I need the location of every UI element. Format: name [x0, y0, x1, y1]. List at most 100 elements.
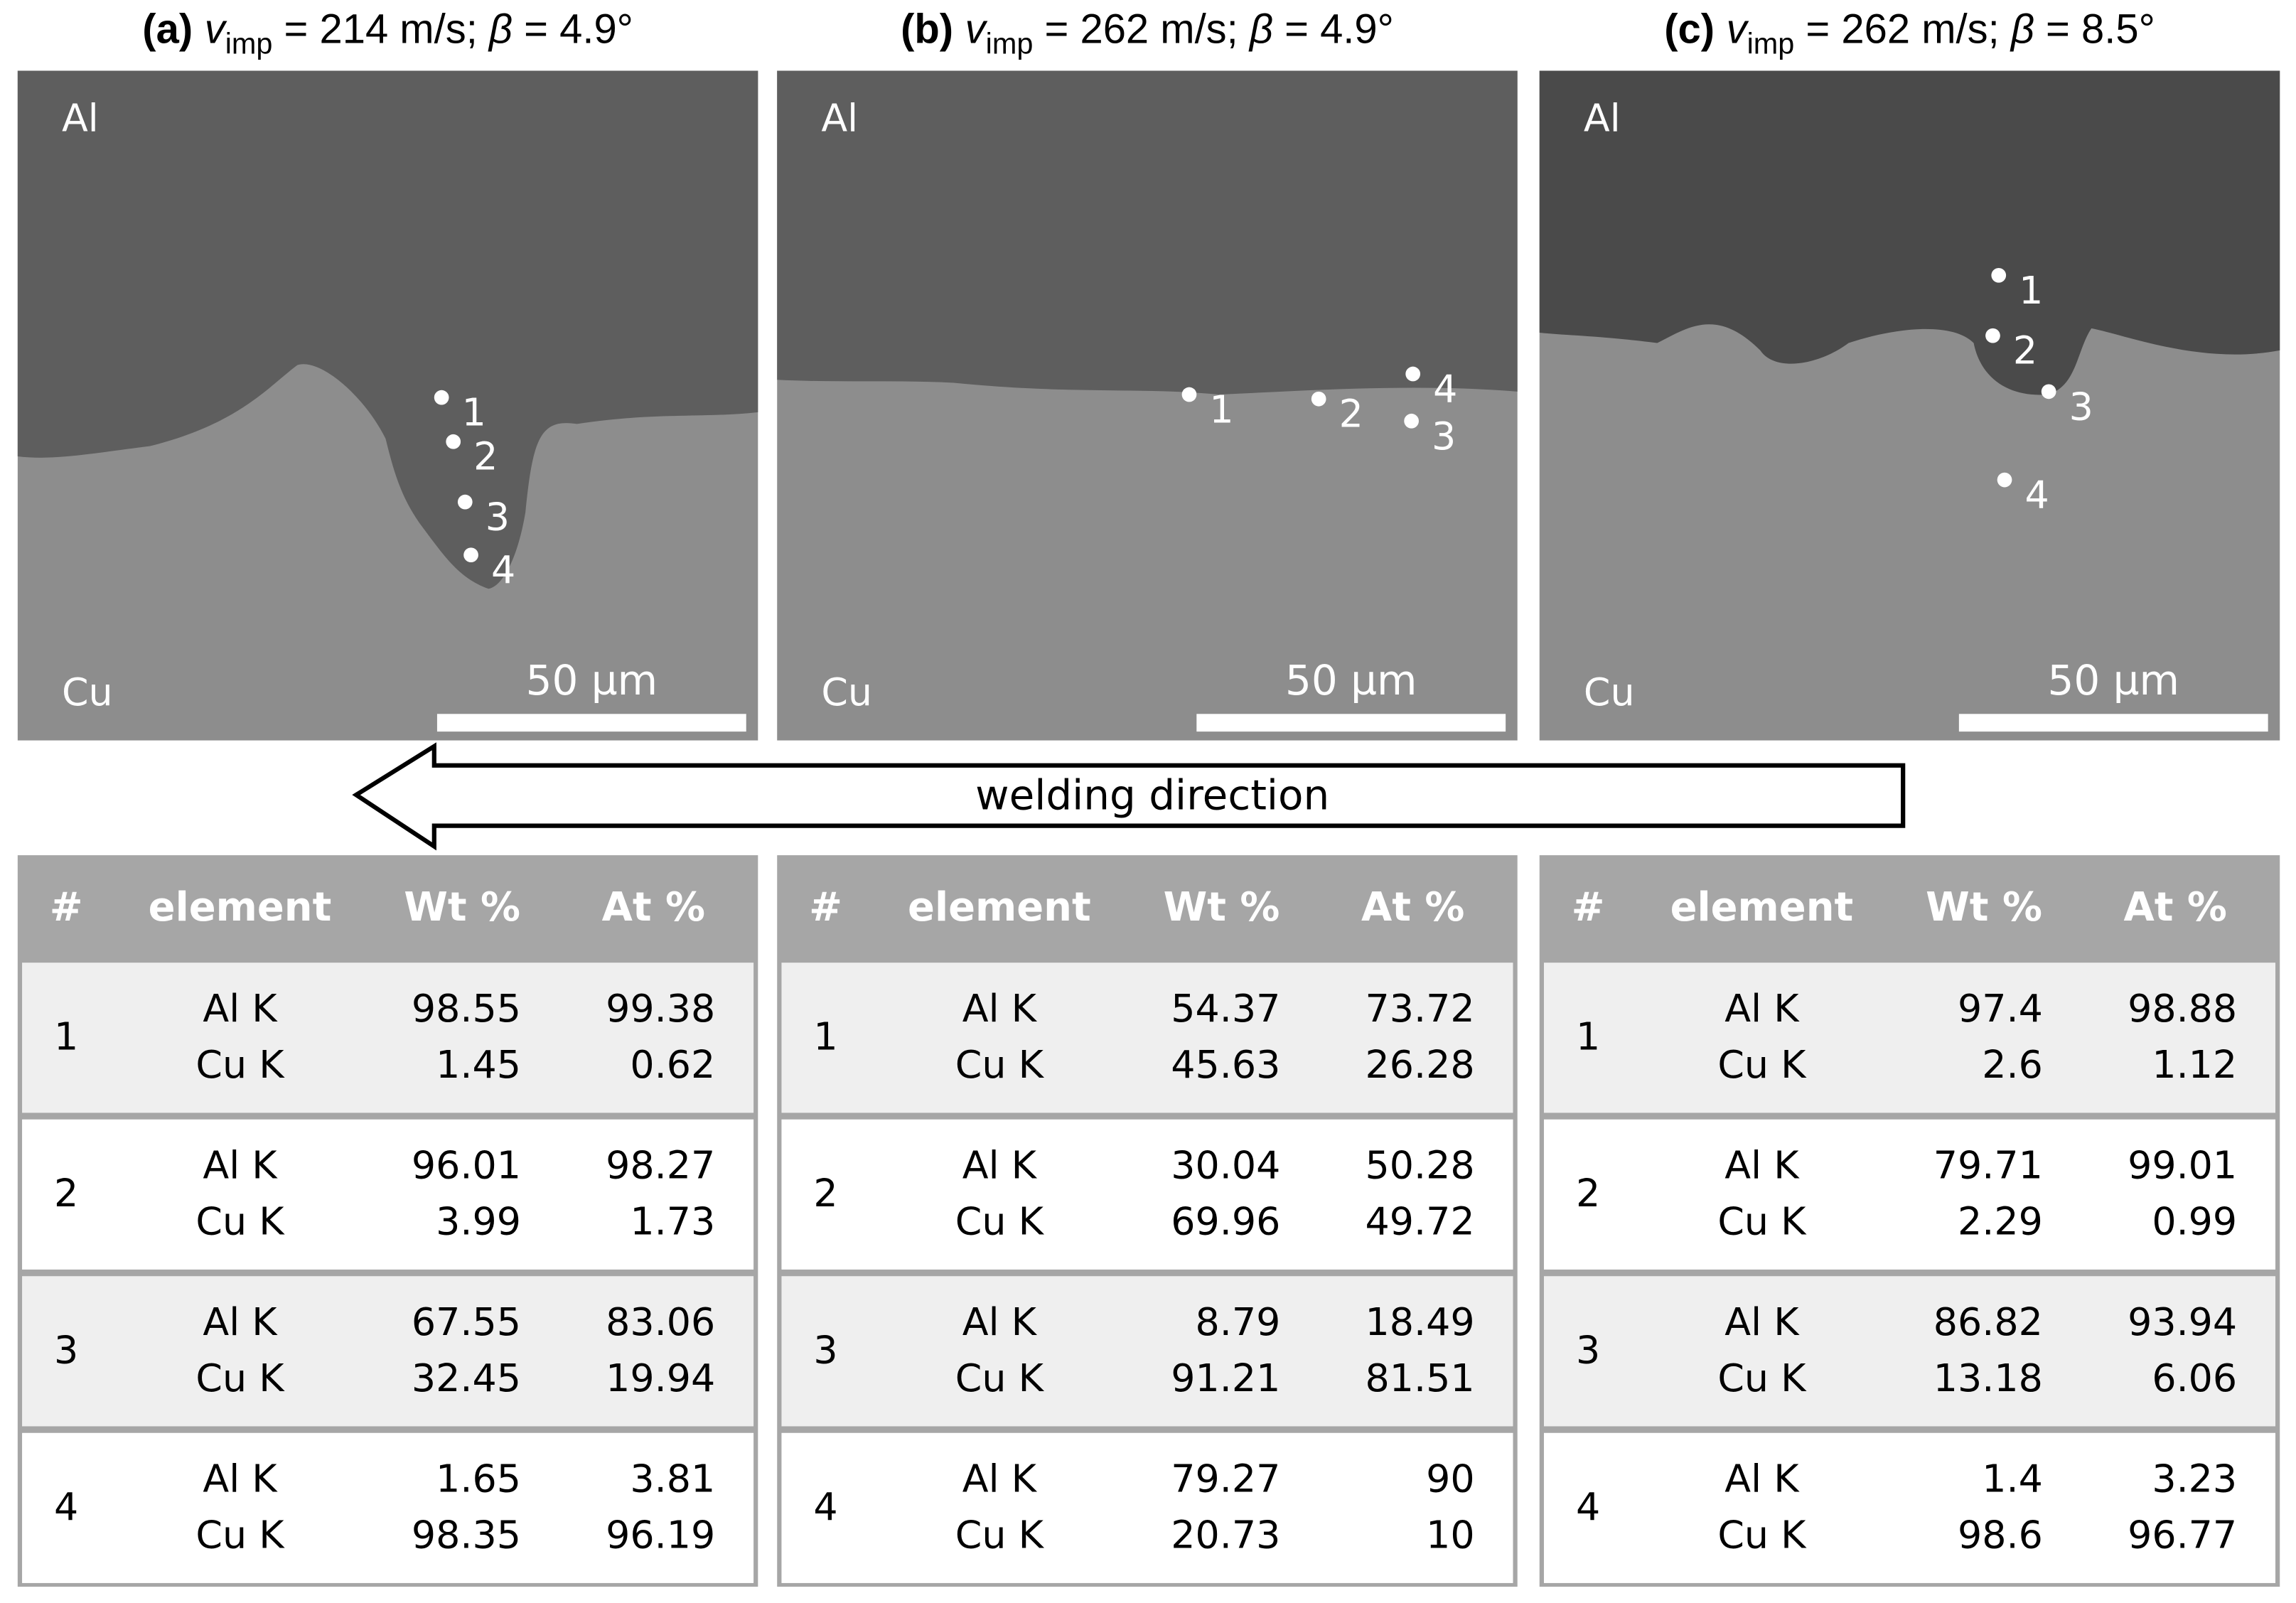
point-dot — [1405, 366, 1421, 382]
scale-bar — [1958, 714, 2268, 732]
wt-percent: 8.79 — [1195, 1299, 1280, 1344]
wt-percent: 30.04 — [1171, 1143, 1280, 1188]
point-label: 3 — [1432, 414, 1456, 459]
at-percent: 90 — [1426, 1457, 1475, 1501]
element: Al K — [962, 1143, 1038, 1188]
row-id: 1 — [54, 1014, 78, 1059]
element: Cu K — [1717, 1042, 1807, 1087]
point-dot — [446, 434, 461, 449]
wt-percent: 2.6 — [1982, 1042, 2043, 1087]
row-id: 1 — [813, 1014, 837, 1059]
bottom-label: Cu — [62, 670, 113, 714]
wt-percent: 32.45 — [412, 1356, 521, 1400]
at-percent: 26.28 — [1366, 1042, 1475, 1087]
panel-title: (c) vimp = 262 m/s; β = 8.5° — [1664, 7, 2155, 60]
element: Cu K — [955, 1199, 1045, 1243]
wt-percent: 2.29 — [1958, 1199, 2043, 1243]
wt-percent: 3.99 — [436, 1199, 521, 1243]
scale-label: 50 µm — [526, 656, 658, 704]
element: Al K — [203, 1143, 278, 1188]
element: Cu K — [1717, 1199, 1807, 1243]
point-label: 3 — [2069, 384, 2093, 429]
header-cell: # — [809, 884, 842, 931]
at-percent: 98.27 — [606, 1143, 715, 1188]
at-percent: 10 — [1426, 1512, 1475, 1557]
table-row — [781, 1119, 1513, 1270]
title-part: v — [205, 7, 227, 53]
eds-table: # element Wt % At % 1 Al K 97.4 98.88 Cu K 2.6 1.1… — [1539, 855, 2280, 1587]
at-percent: 50.28 — [1366, 1143, 1475, 1188]
element: Cu K — [195, 1042, 285, 1087]
header-cell: # — [50, 884, 83, 931]
title-part: v — [1727, 7, 1749, 53]
header-cell: # — [1572, 884, 1605, 931]
header-cell: Wt % — [404, 884, 520, 931]
title-part: = 214 m/s; — [272, 7, 488, 53]
point-label: 1 — [462, 390, 486, 435]
element: Cu K — [195, 1512, 285, 1557]
element: Al K — [962, 1457, 1038, 1501]
point-dot — [434, 390, 449, 405]
bottom-label: Cu — [1584, 670, 1635, 714]
element: Cu K — [955, 1356, 1045, 1400]
element: Al K — [1724, 986, 1800, 1031]
arrow-label: welding direction — [975, 771, 1329, 819]
at-percent: 3.81 — [630, 1457, 715, 1501]
element: Al K — [203, 1299, 278, 1344]
row-id: 4 — [54, 1484, 78, 1529]
al-region — [1539, 70, 2280, 395]
title-part: = 4.9° — [513, 7, 633, 53]
wt-percent: 1.65 — [436, 1457, 521, 1501]
header-cell: At % — [1361, 884, 1464, 931]
table-row — [1543, 1276, 2276, 1427]
title-part: = 8.5° — [2034, 7, 2155, 53]
at-percent: 0.99 — [2152, 1199, 2237, 1243]
point-label: 1 — [2019, 268, 2043, 313]
point-label: 1 — [1209, 387, 1233, 431]
direction-arrow — [352, 742, 1906, 851]
point-dot — [2041, 384, 2056, 400]
header-cell: element — [1670, 884, 1854, 931]
table-row — [781, 963, 1513, 1113]
title-part: β — [2010, 7, 2034, 53]
at-percent: 0.62 — [630, 1042, 715, 1087]
point-label: 4 — [491, 547, 515, 592]
point-label: 2 — [2013, 328, 2037, 373]
wt-percent: 69.96 — [1171, 1199, 1280, 1243]
element: Al K — [203, 1457, 278, 1501]
title-part: imp — [1747, 27, 1795, 60]
point-dot — [463, 547, 478, 563]
element: Cu K — [1717, 1356, 1807, 1400]
scale-label: 50 µm — [1285, 656, 1417, 704]
point-dot — [1311, 391, 1326, 407]
top-label: Al — [1584, 96, 1621, 141]
wt-percent: 96.01 — [412, 1143, 521, 1188]
header-cell: Wt % — [1926, 884, 2042, 931]
title-part: β — [488, 7, 513, 53]
row-id: 3 — [1576, 1328, 1600, 1373]
scale-label: 50 µm — [2047, 656, 2179, 704]
at-percent: 73.72 — [1366, 986, 1475, 1031]
at-percent: 99.01 — [2128, 1143, 2237, 1188]
element: Cu K — [955, 1512, 1045, 1557]
title-part: imp — [986, 27, 1034, 60]
wt-percent: 98.35 — [412, 1512, 521, 1557]
element: Cu K — [955, 1042, 1045, 1087]
title-part: (c) — [1664, 7, 1715, 53]
element: Cu K — [195, 1356, 285, 1400]
wt-percent: 79.71 — [1933, 1143, 2043, 1188]
element: Cu K — [195, 1199, 285, 1243]
eds-table: # element Wt % At % 1 Al K 54.37 73.72 Cu K 45.63… — [777, 855, 1518, 1587]
sem-image: Al Cu 50 µm 1 234 — [1539, 70, 2280, 741]
table-row — [22, 1119, 754, 1270]
at-percent: 3.23 — [2152, 1457, 2237, 1501]
at-percent: 1.12 — [2152, 1042, 2237, 1087]
at-percent: 18.49 — [1366, 1299, 1475, 1344]
wt-percent: 45.63 — [1171, 1042, 1280, 1087]
bottom-label: Cu — [821, 670, 872, 714]
point-dot — [1181, 387, 1197, 402]
header-cell: At % — [2123, 884, 2226, 931]
element: Al K — [1724, 1143, 1800, 1188]
at-percent: 99.38 — [606, 986, 715, 1031]
title-part: = 262 m/s; — [1794, 7, 2010, 53]
